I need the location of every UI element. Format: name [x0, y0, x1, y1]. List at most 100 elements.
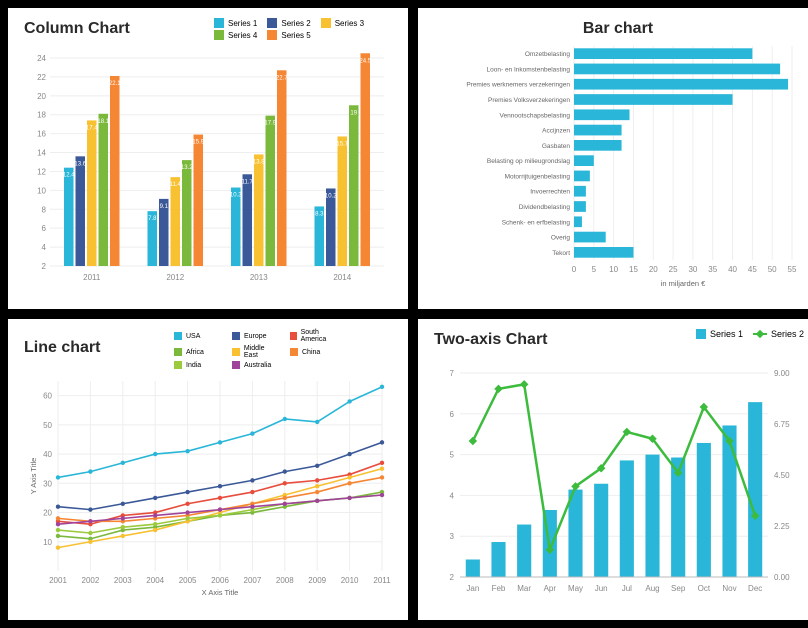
svg-text:Overig: Overig — [551, 235, 571, 242]
legend-item: Africa — [174, 345, 222, 359]
svg-text:25: 25 — [669, 265, 678, 274]
svg-text:Y Axis Title: Y Axis Title — [29, 458, 38, 495]
legend-label: Australia — [244, 362, 271, 369]
legend-item: Series 5 — [267, 30, 310, 40]
svg-text:2001: 2001 — [49, 576, 67, 585]
legend-label: Series 4 — [228, 31, 257, 40]
legend-swatch — [174, 348, 182, 356]
svg-text:7.8: 7.8 — [148, 216, 157, 222]
svg-text:in miljarden €: in miljarden € — [661, 279, 706, 288]
svg-text:2009: 2009 — [308, 576, 326, 585]
svg-text:10: 10 — [609, 265, 618, 274]
legend-label: India — [186, 362, 201, 369]
svg-text:Dec: Dec — [748, 584, 762, 593]
svg-text:Apr: Apr — [544, 584, 557, 593]
svg-text:2006: 2006 — [211, 576, 229, 585]
svg-text:Belasting op milieugrondslag: Belasting op milieugrondslag — [487, 158, 570, 165]
svg-text:Oct: Oct — [698, 584, 711, 593]
svg-text:Sep: Sep — [671, 584, 686, 593]
svg-text:4.50: 4.50 — [774, 471, 790, 480]
svg-text:12.4: 12.4 — [63, 173, 75, 179]
legend-label: Series 5 — [281, 31, 310, 40]
svg-text:4: 4 — [42, 243, 47, 252]
svg-text:13.8: 13.8 — [253, 159, 265, 165]
svg-text:40: 40 — [728, 265, 737, 274]
svg-text:5: 5 — [592, 265, 597, 274]
svg-text:5: 5 — [450, 451, 455, 460]
svg-text:X Axis Title: X Axis Title — [202, 588, 239, 597]
svg-text:2005: 2005 — [179, 576, 197, 585]
legend-item: Series 1 — [696, 329, 743, 339]
svg-text:Nov: Nov — [722, 584, 736, 593]
legend-swatch — [232, 332, 240, 340]
svg-text:7: 7 — [450, 369, 455, 378]
svg-text:10: 10 — [37, 186, 46, 195]
svg-text:Feb: Feb — [492, 584, 506, 593]
legend-item: Series 2 — [267, 18, 310, 28]
svg-text:35: 35 — [708, 265, 717, 274]
legend-swatch — [696, 329, 706, 339]
legend-label: South America — [301, 329, 338, 343]
svg-text:22: 22 — [37, 73, 46, 82]
svg-text:2: 2 — [450, 573, 455, 582]
svg-text:Premies werknemers verzekering: Premies werknemers verzekeringen — [466, 82, 570, 89]
column-chart-panel: Column Chart Series 1Series 2Series 3Ser… — [8, 8, 408, 309]
svg-text:Gasbaten: Gasbaten — [542, 143, 571, 150]
svg-text:6: 6 — [42, 224, 47, 233]
svg-text:13.6: 13.6 — [74, 161, 86, 167]
legend-swatch — [290, 332, 297, 340]
svg-text:20: 20 — [37, 92, 46, 101]
svg-text:2003: 2003 — [114, 576, 132, 585]
svg-text:10.2: 10.2 — [325, 193, 337, 199]
legend-item: Series 3 — [321, 18, 364, 28]
legend-swatch — [321, 18, 331, 28]
svg-text:17.9: 17.9 — [264, 121, 276, 127]
svg-text:Aug: Aug — [645, 584, 659, 593]
svg-text:50: 50 — [768, 265, 777, 274]
legend-swatch — [174, 361, 182, 369]
legend-item: Europe — [232, 329, 280, 343]
svg-text:Omzetbelasting: Omzetbelasting — [525, 51, 571, 58]
svg-text:2002: 2002 — [82, 576, 100, 585]
svg-text:50: 50 — [43, 421, 52, 430]
legend-item: Australia — [232, 361, 280, 369]
column-chart-svg: 2468101214161820222412.413.617.418.122.1… — [24, 38, 392, 288]
svg-text:Premies Volksverzekeringen: Premies Volksverzekeringen — [488, 97, 570, 104]
legend-label: China — [302, 349, 320, 356]
svg-text:20: 20 — [43, 509, 52, 518]
svg-text:17.4: 17.4 — [86, 125, 98, 131]
legend-swatch — [267, 18, 277, 28]
svg-text:24: 24 — [37, 54, 46, 63]
bar-chart-panel: Bar chart 0510152025303540455055Omzetbel… — [418, 8, 808, 309]
svg-text:Accijnzen: Accijnzen — [542, 128, 570, 135]
svg-text:2.25: 2.25 — [774, 522, 790, 531]
svg-text:8.3: 8.3 — [315, 211, 324, 217]
legend-swatch — [232, 361, 240, 369]
svg-text:Motorrijtuigenbelasting: Motorrijtuigenbelasting — [505, 173, 571, 180]
svg-text:2011: 2011 — [83, 273, 101, 282]
svg-text:45: 45 — [748, 265, 757, 274]
svg-text:Schenk- en erfbelasting: Schenk- en erfbelasting — [502, 219, 571, 226]
legend-item: Series 4 — [214, 30, 257, 40]
svg-text:2008: 2008 — [276, 576, 294, 585]
svg-text:16: 16 — [37, 130, 46, 139]
svg-text:Jan: Jan — [466, 584, 479, 593]
svg-text:2011: 2011 — [373, 576, 391, 585]
legend-label: Series 1 — [228, 19, 257, 28]
svg-text:40: 40 — [43, 450, 52, 459]
legend-item: USA — [174, 329, 222, 343]
svg-text:6.75: 6.75 — [774, 420, 790, 429]
two-axis-chart-panel: Two-axis Chart Series 1Series 2 2345670.… — [418, 319, 808, 620]
svg-text:2010: 2010 — [341, 576, 359, 585]
svg-text:30: 30 — [688, 265, 697, 274]
legend-label: Series 1 — [710, 329, 743, 339]
svg-text:Jun: Jun — [595, 584, 608, 593]
svg-text:11.4: 11.4 — [170, 182, 182, 188]
svg-text:May: May — [568, 584, 583, 593]
svg-text:0: 0 — [572, 265, 577, 274]
svg-text:9.1: 9.1 — [160, 204, 169, 210]
svg-text:Tekort: Tekort — [552, 250, 570, 257]
svg-text:15.7: 15.7 — [336, 141, 348, 147]
svg-text:12: 12 — [37, 167, 46, 176]
svg-text:15: 15 — [629, 265, 638, 274]
